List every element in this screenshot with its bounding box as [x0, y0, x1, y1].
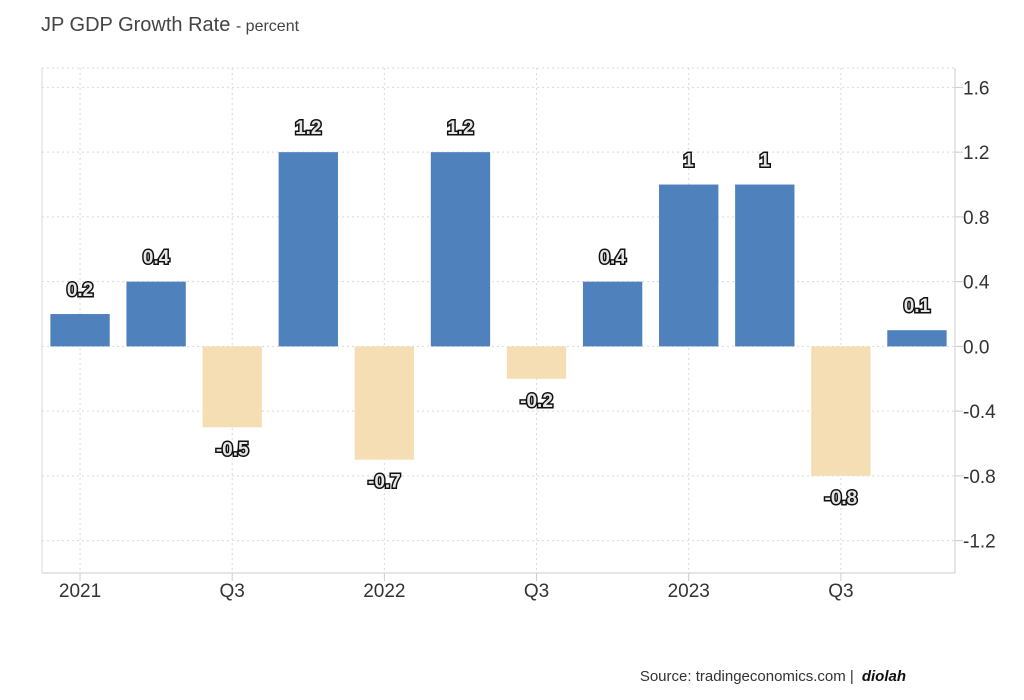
data-label: 1.2 — [447, 118, 473, 139]
bar-2023-q3 — [811, 346, 871, 476]
bar-2023-q4 — [887, 330, 947, 347]
data-label: 1 — [760, 151, 771, 172]
source-text: Source: tradingeconomics.com | — [639, 668, 854, 685]
y-tick-label: 1.2 — [963, 143, 989, 164]
x-tick-label: 2021 — [59, 581, 101, 602]
data-label: 1.2 — [295, 118, 321, 139]
x-tick-label: Q3 — [524, 581, 549, 602]
data-label-layer: 0.2 0.4 -0.5 1.2 -0.7 1.2 -0.2 0.4 1 1 -0.8 0.1 — [65, 117, 932, 511]
data-label: -0.5 — [216, 439, 249, 460]
data-label: 1 — [683, 151, 694, 172]
bar-2021-q4 — [278, 152, 338, 347]
bar-2021-q1 — [50, 314, 110, 347]
x-tick-label: 2023 — [668, 581, 710, 602]
bar-2022-q3 — [506, 346, 567, 379]
bar-2021-q3 — [202, 346, 262, 428]
grid-layer — [41, 67, 955, 573]
y-tick-label: 0.0 — [963, 337, 989, 358]
x-tick-label: 2022 — [363, 581, 405, 602]
data-label: 0.4 — [599, 248, 626, 269]
x-tick-label: Q3 — [828, 581, 853, 602]
y-tick-label: 0.8 — [963, 208, 989, 229]
chart-unit: - percent — [235, 18, 300, 35]
bar-layer — [50, 152, 947, 476]
y-tick-label: -0.4 — [963, 402, 996, 423]
y-tick-label: 1.6 — [963, 78, 989, 99]
bar-2022-q4 — [582, 281, 643, 347]
data-label: 0.4 — [143, 248, 170, 269]
axis-layer: 1.6 1.2 0.8 0.4 0.0 -0.4 -0.8 -1.2 2021 Q3 2022 Q3 2… — [42, 68, 996, 602]
chart-title-text: JP GDP Growth Rate — [41, 14, 231, 36]
chart-title: JP GDP Growth Rate - percent — [41, 14, 299, 37]
data-label: 0.2 — [67, 280, 93, 301]
data-label: -0.8 — [825, 488, 858, 509]
y-tick-label: -0.8 — [963, 467, 996, 488]
data-label: -0.7 — [368, 472, 401, 493]
data-label: 0.1 — [904, 296, 931, 317]
y-tick-label: 0.4 — [963, 273, 990, 294]
brand-text: diolah — [861, 668, 906, 685]
y-tick-label: -1.2 — [963, 532, 996, 553]
bar-2021-q2 — [126, 281, 186, 347]
x-tick-label: Q3 — [220, 581, 245, 602]
bar-2022-q1 — [354, 346, 415, 460]
bar-2022-q2 — [430, 152, 491, 347]
source-credit: Source: tradingeconomics.com | diolah — [640, 668, 906, 685]
bar-2023-q1 — [659, 184, 719, 347]
data-label: -0.2 — [520, 391, 553, 412]
bar-2023-q2 — [735, 184, 795, 347]
